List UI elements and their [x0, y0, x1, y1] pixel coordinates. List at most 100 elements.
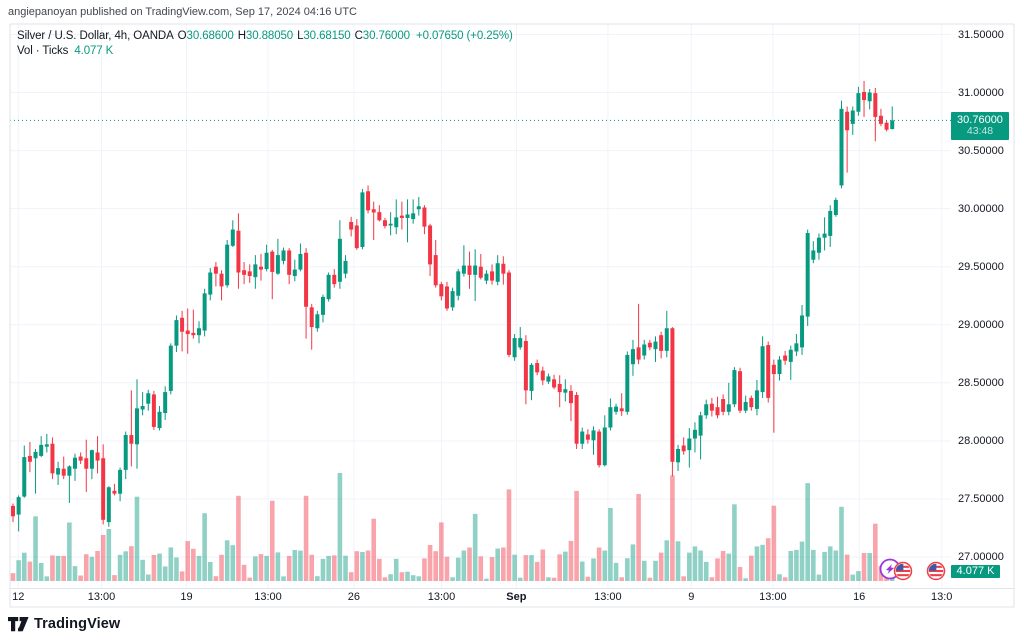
legend-symbol-row[interactable]: Silver / U.S. Dollar, 4h, OANDA O30.68600… [17, 30, 513, 42]
candle-body [281, 250, 286, 261]
volume-bar [275, 552, 281, 581]
candle-body [366, 191, 371, 211]
tradingview-logo[interactable]: TradingView [8, 616, 120, 632]
candle-body [771, 364, 776, 375]
volume-bar [365, 550, 371, 581]
volume-bar [844, 554, 850, 581]
candle-body [337, 238, 342, 282]
ohlc-close-value: 30.76000 [362, 30, 410, 42]
candle-body [478, 266, 483, 278]
candle-body [67, 466, 72, 476]
candle-body [495, 263, 500, 282]
volume-bar [129, 546, 134, 581]
volume-bar [743, 578, 748, 581]
time-axis-label: 9 [688, 591, 695, 603]
price-axis[interactable]: 30.76000 43:48 4.077 K 31.50000 31.00000 3… [951, 0, 1014, 641]
volume-bar [309, 554, 315, 581]
candle-body [721, 399, 726, 412]
candle-body [225, 244, 230, 286]
ohlc-low-label: L [297, 30, 304, 42]
volume-bar [112, 575, 117, 581]
candle-body [61, 468, 66, 476]
ohlc-low-value: 30.68150 [303, 30, 351, 42]
candle-body [140, 406, 145, 410]
flag-stripe [928, 574, 944, 577]
candle-body [320, 296, 325, 315]
volume-bar [236, 495, 241, 581]
volume-bar [179, 571, 185, 581]
candle-body [106, 487, 111, 523]
candle-body [196, 328, 201, 336]
candle-body [287, 250, 292, 275]
candle-body [326, 274, 331, 300]
candle-body [664, 328, 669, 351]
legend-volume-row[interactable]: Vol · Ticks 4.077 K [17, 45, 513, 57]
volume-bar [782, 577, 788, 581]
price-axis-label: 28.50000 [958, 376, 1004, 389]
candle-body [275, 255, 280, 274]
volume-bar [687, 552, 692, 581]
candle-body [552, 379, 557, 388]
volume-bar [348, 572, 354, 581]
volume-bar [253, 556, 258, 581]
candle-body [456, 271, 461, 296]
price-axis-label: 30.00000 [958, 202, 1004, 215]
candle-body [304, 252, 309, 307]
candle-body [738, 371, 743, 411]
volume-bar [174, 557, 179, 581]
candle-body [484, 273, 489, 281]
ohlc-high-value: 30.88050 [245, 30, 294, 42]
volume-bar [833, 550, 839, 581]
volume-bar [608, 507, 613, 581]
candle-body [11, 505, 15, 517]
volume-bar [737, 566, 743, 581]
volume-bar [484, 578, 489, 581]
ohlc-open-label: O [177, 30, 187, 42]
volume-bar [427, 545, 433, 581]
volume-bar [117, 554, 123, 581]
volume-bar [861, 552, 867, 581]
volume-bar [61, 556, 67, 581]
volume-study-label: Vol · Ticks [17, 45, 69, 57]
candle-body [783, 355, 788, 361]
volume-bar [754, 546, 760, 581]
volume-bar [698, 550, 703, 581]
volume-bar [230, 545, 236, 581]
volume-bar [16, 560, 21, 581]
volume-bar [501, 547, 506, 581]
volume-bar [89, 556, 95, 581]
candle-body [433, 255, 438, 286]
candle-body [698, 415, 703, 436]
candle-body [382, 220, 387, 227]
volume-axis-badge: 4.077 K [951, 565, 1000, 578]
volume-bar [162, 566, 168, 581]
candle-body [800, 315, 805, 348]
time-axis[interactable]: 12 13:00 19 13:00 26 13:00 Sep 13:00 9 13:00 16 13:… [0, 588, 1014, 607]
volume-bar [38, 562, 44, 581]
candle-body [794, 343, 799, 352]
candle-body [428, 225, 433, 265]
ohlc-open-value: 30.68600 [186, 30, 234, 42]
candle-body [540, 370, 545, 381]
volume-bar [799, 541, 805, 581]
candle-body [614, 406, 619, 412]
volume-bar [123, 551, 129, 581]
volume-bar [467, 547, 472, 581]
candle-body [292, 269, 297, 276]
time-axis-label: 19 [180, 591, 193, 603]
volume-bar [140, 559, 145, 581]
price-axis-label: 31.50000 [958, 28, 1004, 41]
volume-bar [579, 561, 585, 581]
volume-bar [224, 540, 230, 581]
volume-bar [78, 575, 83, 581]
candle-body [22, 457, 27, 497]
candle-body [890, 120, 895, 130]
volume-bar [591, 558, 596, 581]
volume-bar [44, 576, 50, 581]
time-axis-label: 13:00 [427, 591, 456, 603]
candle-body [884, 122, 889, 130]
volume-bar [320, 558, 326, 581]
symbol-title[interactable]: Silver / U.S. Dollar, 4h, OANDA [17, 30, 174, 42]
